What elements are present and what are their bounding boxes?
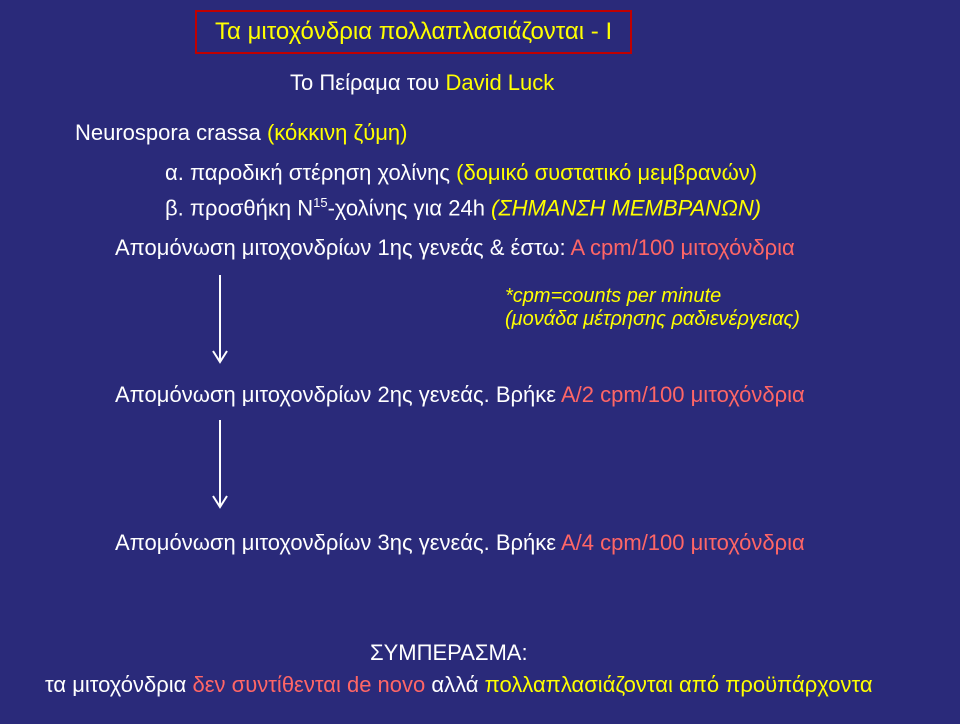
concl-w1: τα μιτοχόνδρια bbox=[45, 672, 192, 697]
gen2-line: Απομόνωση μιτοχονδρίων 2ης γενεάς. Βρήκε… bbox=[115, 382, 805, 408]
subtitle-prefix: Το Πείραμα του bbox=[290, 70, 445, 95]
cpm-note: *cpm=counts per minute (μονάδα μέτρησης … bbox=[505, 285, 800, 331]
gen1-line: Απομόνωση μιτοχονδρίων 1ης γενεάς & έστω… bbox=[115, 235, 795, 261]
step-b: β. προσθήκη N15-χολίνης για 24h (ΣΗΜΑΝΣΗ… bbox=[165, 195, 761, 221]
step-b-prefix: β. προσθήκη N bbox=[165, 195, 313, 220]
cpm-note-l1: *cpm=counts per minute bbox=[505, 285, 721, 307]
gen1-result: Α cpm/100 μιτοχόνδρια bbox=[570, 235, 794, 260]
gen2-text: Απομόνωση μιτοχονδρίων 2ης γενεάς. bbox=[115, 382, 490, 407]
concl-w2: αλλά bbox=[431, 672, 484, 697]
arrow-down-icon bbox=[210, 275, 230, 370]
organism-line: Neurospora crassa (κόκκινη ζύμη) bbox=[75, 120, 407, 146]
step-b-mid: -χολίνης για 24h bbox=[328, 195, 491, 220]
gen3-text: Απομόνωση μιτοχονδρίων 3ης γενεάς. bbox=[115, 530, 490, 555]
gen1-text: Απομόνωση μιτοχονδρίων 1ης γενεάς & έστω… bbox=[115, 235, 570, 260]
subtitle: Το Πείραμα του David Luck bbox=[290, 70, 554, 96]
step-a-note: (δομικό συστατικό μεμβρανών) bbox=[456, 160, 757, 185]
concl-r1: δεν συντίθενται de novo bbox=[192, 672, 431, 697]
conclusion-label: ΣΥΜΠΕΡΑΣΜΑ: bbox=[370, 640, 528, 666]
gen3-mid: Βρήκε bbox=[490, 530, 561, 555]
organism-note: (κόκκινη ζύμη) bbox=[267, 120, 408, 145]
arrow-down-icon bbox=[210, 420, 230, 515]
gen2-mid: Βρήκε bbox=[490, 382, 561, 407]
concl-y1: πολλαπλασιάζονται από προϋπάρχοντα bbox=[485, 672, 873, 697]
gen3-result: Α/4 cpm/100 μιτοχόνδρια bbox=[561, 530, 805, 555]
slide: Τα μιτοχόνδρια πολλαπλασιάζονται - Ι Το … bbox=[0, 0, 960, 724]
step-a: α. παροδική στέρηση χολίνης (δομικό συστ… bbox=[165, 160, 757, 186]
conclusion-text: τα μιτοχόνδρια δεν συντίθενται de novo α… bbox=[45, 672, 873, 698]
slide-title: Τα μιτοχόνδρια πολλαπλασιάζονται - Ι bbox=[195, 10, 632, 54]
gen3-line: Απομόνωση μιτοχονδρίων 3ης γενεάς. Βρήκε… bbox=[115, 530, 805, 556]
step-a-text: α. παροδική στέρηση χολίνης bbox=[165, 160, 456, 185]
subtitle-name: David Luck bbox=[445, 70, 554, 95]
cpm-note-l2: (μονάδα μέτρησης ραδιενέργειας) bbox=[505, 308, 800, 331]
step-b-note: (ΣΗΜΑΝΣΗ ΜΕΜΒΡΑΝΩΝ) bbox=[491, 195, 761, 220]
step-b-sup: 15 bbox=[313, 195, 327, 210]
organism-name: Neurospora crassa bbox=[75, 120, 267, 145]
gen2-result: Α/2 cpm/100 μιτοχόνδρια bbox=[561, 382, 805, 407]
